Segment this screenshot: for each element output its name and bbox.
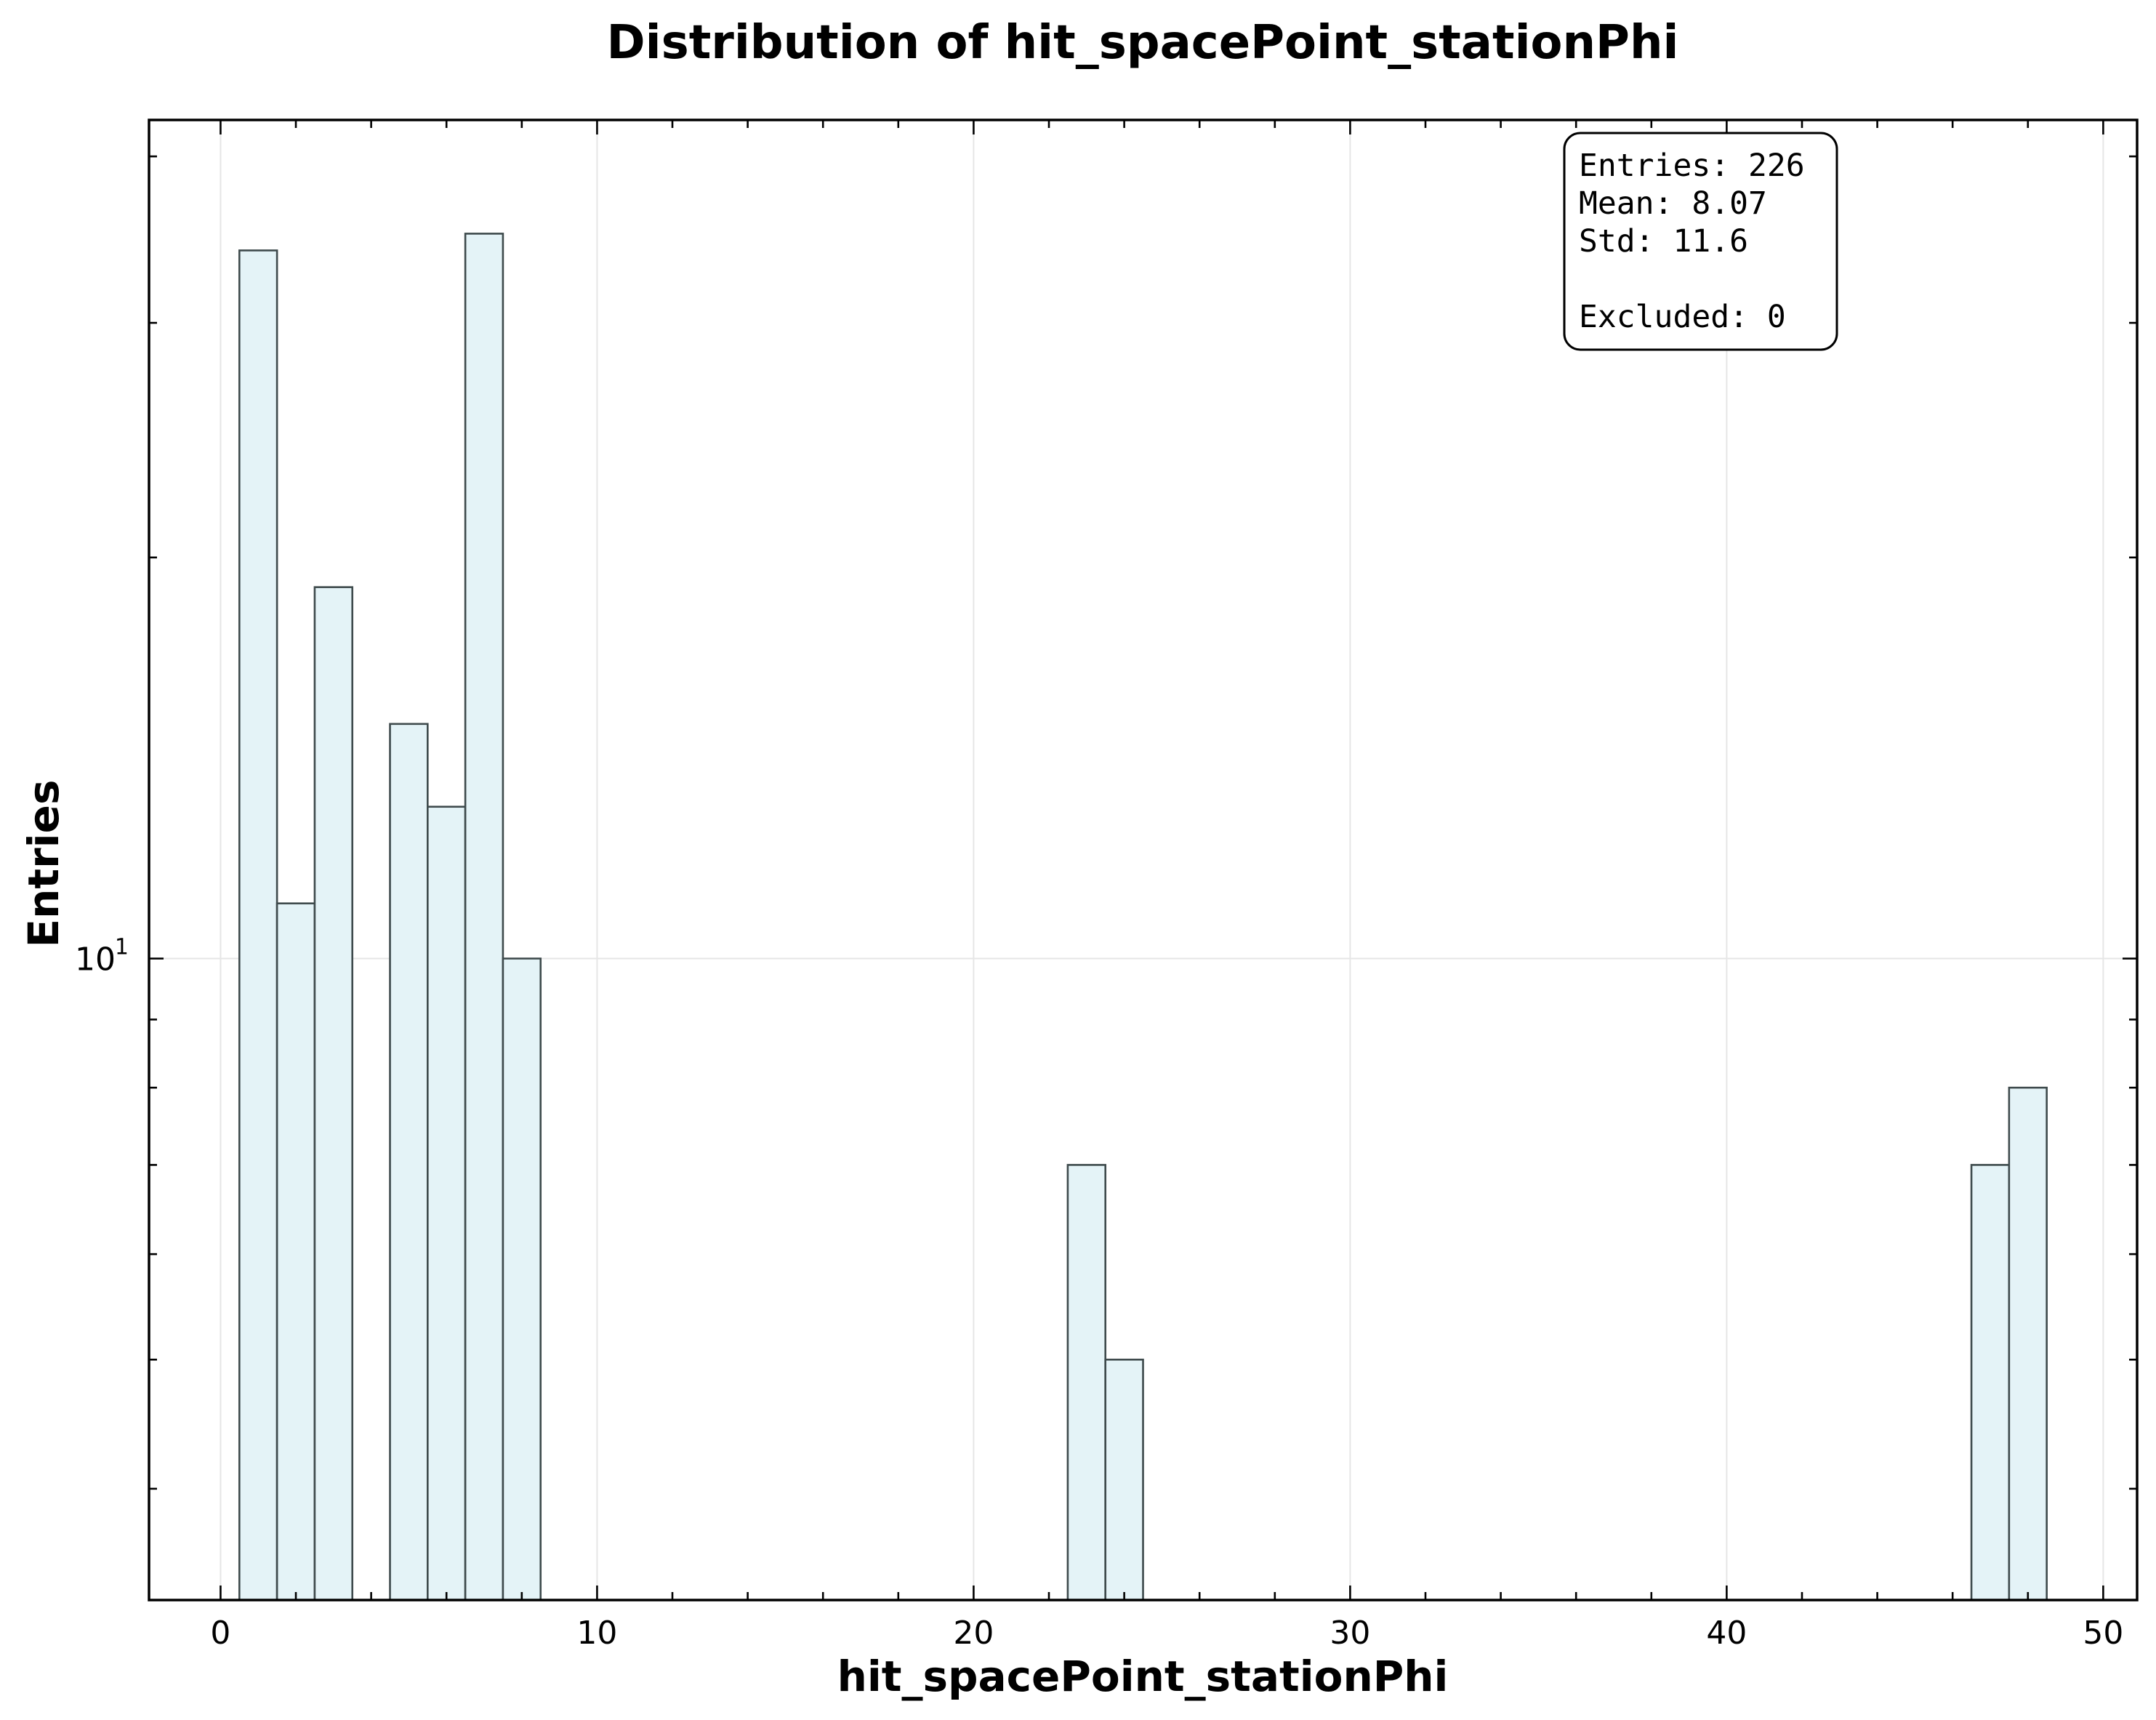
x-tick-label: 50: [2083, 1615, 2123, 1652]
x-tick-label: 30: [1330, 1615, 1370, 1652]
plot-frame: [148, 118, 2139, 1602]
histogram-bar: [2008, 1086, 2048, 1602]
stats-std: Std: 11.6: [1579, 223, 1748, 260]
histogram-bar: [238, 249, 278, 1602]
axis-ticks: [149, 120, 2137, 1600]
histogram-bar: [1104, 1358, 1144, 1602]
histogram-bar: [389, 723, 429, 1602]
histogram-bar: [1066, 1164, 1107, 1602]
x-tick-label: 20: [953, 1615, 994, 1652]
y-axis-label: Entries: [19, 780, 68, 948]
x-tick-label: 40: [1706, 1615, 1747, 1652]
histogram-bar: [275, 902, 316, 1602]
x-tick-labels: 0 10 20 30 40 50: [210, 1615, 2123, 1652]
stats-box-frame: [1563, 132, 1838, 351]
histogram-bars: [238, 233, 2048, 1602]
x-tick-label: 10: [576, 1615, 617, 1652]
histogram-bar: [427, 805, 467, 1602]
stats-excluded: Excluded: 0: [1579, 299, 1786, 335]
stats-mean: Mean: 8.07: [1579, 185, 1767, 222]
histogram-bar: [313, 586, 354, 1602]
histogram-bar: [502, 957, 542, 1602]
stats-entries: Entries: 226: [1579, 148, 1805, 184]
histogram-bar: [464, 233, 504, 1602]
stats-box: Entries: 226 Mean: 8.07 Std: 11.6 Exclud…: [1563, 132, 1838, 351]
x-axis-label: hit_spacePoint_stationPhi: [837, 1652, 1449, 1701]
chart-title: Distribution of hit_spacePoint_stationPh…: [607, 16, 1679, 70]
histogram-bar: [1970, 1164, 2011, 1602]
x-tick-label: 0: [210, 1615, 230, 1652]
y-tick-labels: 101: [75, 935, 129, 978]
y-tick-label-exponent: 1: [115, 935, 129, 960]
y-tick-label: 10: [75, 941, 116, 978]
